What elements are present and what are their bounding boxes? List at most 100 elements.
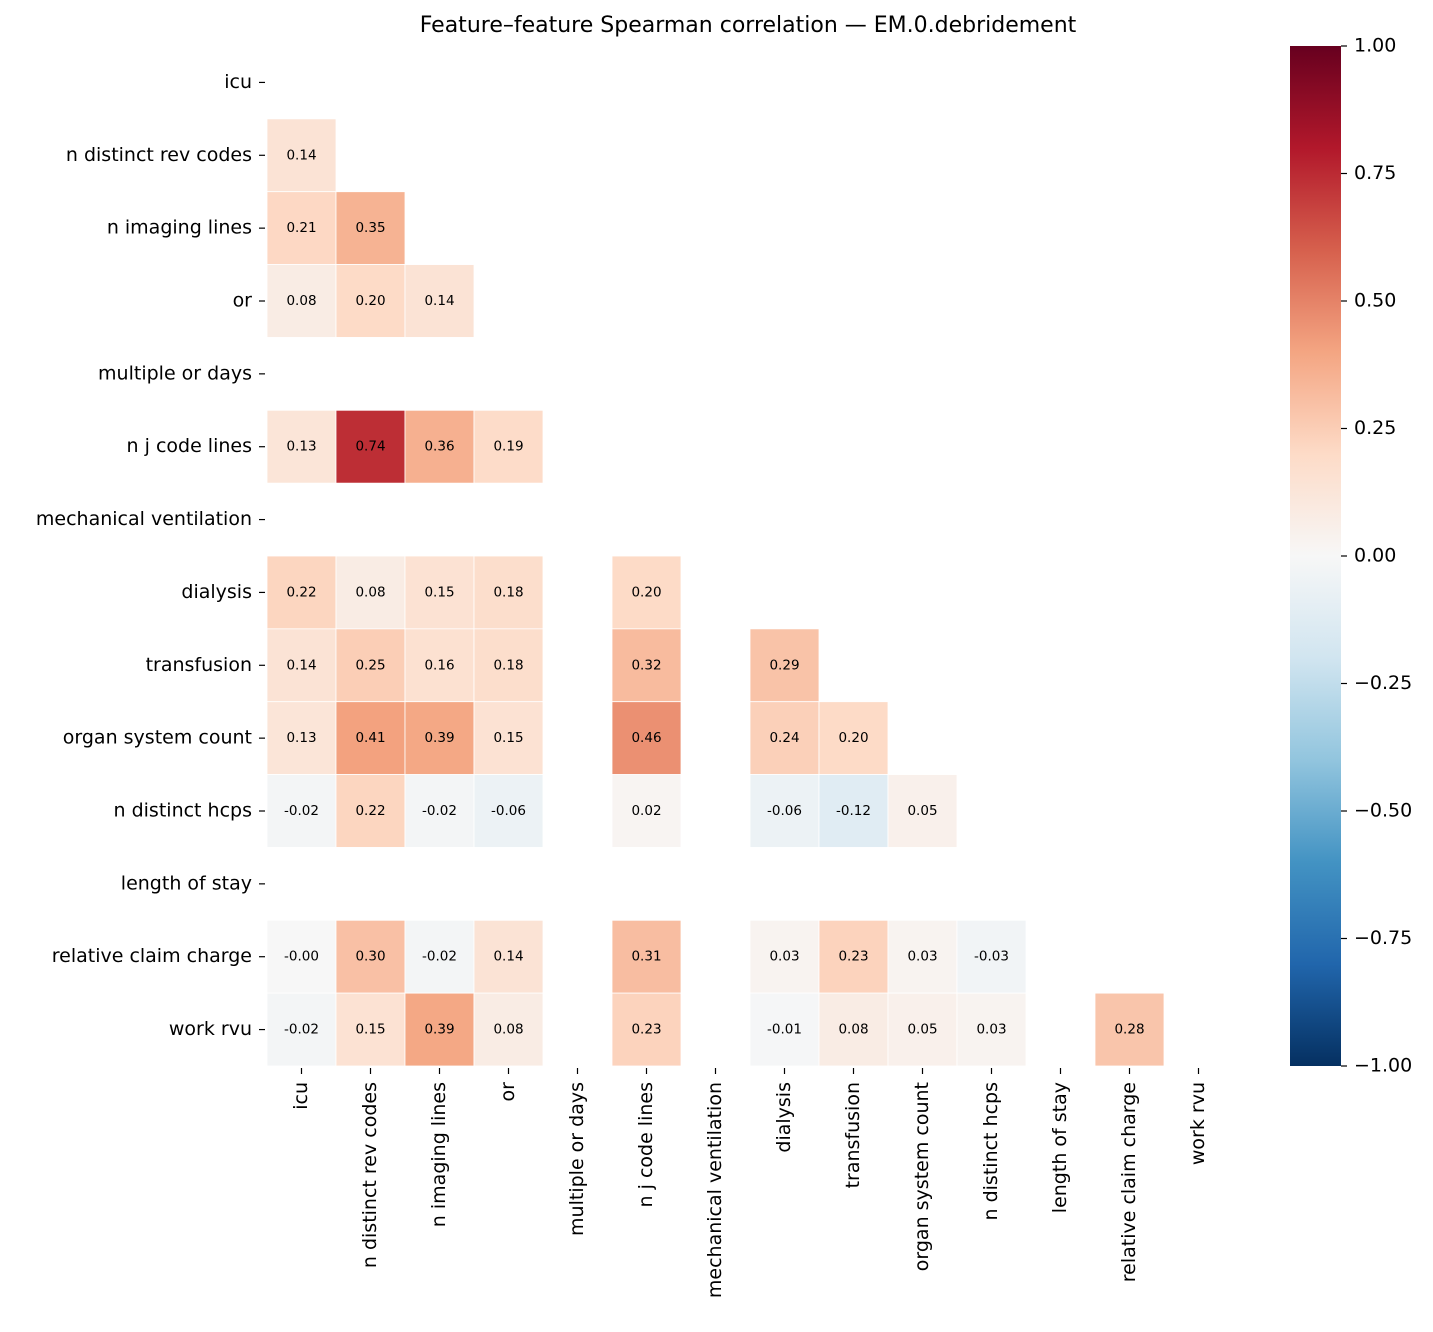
cell-label: 0.21 <box>286 220 316 236</box>
y-tick-label: n distinct rev codes <box>66 144 252 166</box>
heatmap-cell <box>956 919 1027 994</box>
heatmap-cell <box>335 992 406 1067</box>
cell-label: -0.06 <box>767 803 802 819</box>
cell-label: 0.30 <box>355 949 385 965</box>
heatmap-cell <box>473 628 544 703</box>
cell-label: 0.18 <box>493 657 523 673</box>
heatmap-cell <box>335 191 406 265</box>
y-tick-label: n j code lines <box>127 435 252 457</box>
x-tick-label: multiple or days <box>566 1082 588 1236</box>
colorbar <box>1290 46 1341 1066</box>
cell-label: 0.39 <box>424 1022 454 1038</box>
heatmap-cell <box>611 555 682 630</box>
colorbar-tick-label: 0.00 <box>1354 545 1396 567</box>
cell-label: 0.28 <box>1114 1022 1144 1038</box>
cell-label: 0.08 <box>838 1022 868 1038</box>
cell-label: 0.03 <box>907 949 937 965</box>
cell-label: -0.02 <box>422 949 457 965</box>
cell-label: 0.20 <box>631 584 661 600</box>
cell-label: 0.22 <box>286 584 316 600</box>
heatmap-cell <box>335 264 406 338</box>
y-tick-label: dialysis <box>181 581 252 603</box>
heatmap-cell <box>818 774 889 848</box>
x-tick-label: or <box>497 1082 519 1102</box>
cell-label: 0.41 <box>355 730 385 746</box>
colorbar-tick-label: 0.25 <box>1354 417 1396 439</box>
cell-label: 0.31 <box>631 949 661 965</box>
heatmap-cell <box>266 264 337 338</box>
colorbar-tick-label: 0.75 <box>1354 162 1396 184</box>
cell-label: 0.19 <box>493 439 523 455</box>
colorbar-tick-label: −1.00 <box>1354 1055 1412 1077</box>
y-tick-label: length of stay <box>121 872 252 894</box>
cell-label: 0.16 <box>424 657 454 673</box>
cell-label: 0.13 <box>286 730 316 746</box>
heatmap-cell <box>335 919 406 994</box>
heatmap-cell <box>404 628 475 703</box>
cell-label: 0.36 <box>424 439 454 455</box>
colorbar-tick-label: 0.50 <box>1354 290 1396 312</box>
cell-label: 0.23 <box>838 949 868 965</box>
y-tick-label: organ system count <box>63 727 252 749</box>
cell-label: 0.29 <box>769 657 799 673</box>
heatmap-cell <box>266 919 337 994</box>
cell-label: 0.08 <box>355 584 385 600</box>
cell-label: 0.03 <box>976 1022 1006 1038</box>
y-tick-label: work rvu <box>169 1018 252 1040</box>
heatmap-cell <box>473 555 544 630</box>
cell-label: 0.22 <box>355 803 385 819</box>
y-tick-label: icu <box>224 71 252 93</box>
cell-label: 0.35 <box>355 220 385 236</box>
heatmap-cell <box>887 992 958 1067</box>
cell-label: 0.24 <box>769 730 799 746</box>
cell-label: -0.06 <box>491 803 526 819</box>
x-tick-label: transfusion <box>842 1082 864 1188</box>
cell-label: 0.20 <box>838 730 868 746</box>
cell-label: 0.05 <box>907 1022 937 1038</box>
heatmap-cell <box>266 409 337 484</box>
y-tick-label: multiple or days <box>98 362 252 384</box>
heatmap-cell <box>611 701 682 775</box>
heatmap-cell <box>473 409 544 484</box>
cell-label: -0.03 <box>974 949 1009 965</box>
x-tick-label: relative claim charge <box>1118 1082 1140 1282</box>
heatmap-cell <box>887 774 958 848</box>
cell-label: -0.01 <box>767 1022 802 1038</box>
heatmap-cell <box>818 919 889 994</box>
y-tick-label: n imaging lines <box>107 217 252 239</box>
heatmap-cell <box>956 992 1027 1067</box>
x-tick-label: icu <box>290 1082 312 1110</box>
heatmap-cell <box>1094 992 1165 1067</box>
cell-label: 0.14 <box>424 293 454 309</box>
heatmap-cell <box>404 992 475 1067</box>
heatmap-cell <box>749 774 820 848</box>
heatmap-cell <box>818 701 889 775</box>
heatmap-cell <box>266 701 337 775</box>
heatmap-cell <box>749 919 820 994</box>
cell-label: 0.15 <box>355 1022 385 1038</box>
heatmap-cell <box>335 409 406 484</box>
cell-label: -0.02 <box>284 1022 319 1038</box>
heatmap-cell <box>473 992 544 1067</box>
x-tick-label: length of stay <box>1049 1082 1071 1213</box>
cell-label: 0.14 <box>493 949 523 965</box>
heatmap-cell <box>266 992 337 1067</box>
heatmap-cell <box>404 774 475 848</box>
cell-label: 0.18 <box>493 584 523 600</box>
heatmap-cell <box>404 409 475 484</box>
heatmap-cell <box>266 628 337 703</box>
colorbar-tick-label: −0.50 <box>1354 800 1412 822</box>
heatmap-cell <box>749 992 820 1067</box>
x-tick-label: n distinct rev codes <box>359 1082 381 1268</box>
cell-label: -0.12 <box>836 803 871 819</box>
cell-label: 0.05 <box>907 803 937 819</box>
cell-label: 0.15 <box>424 584 454 600</box>
cell-label: 0.23 <box>631 1022 661 1038</box>
y-tick-label: or <box>233 290 253 312</box>
chart-title: Feature–feature Spearman correlation — E… <box>420 13 1077 38</box>
x-tick-label: dialysis <box>773 1082 795 1153</box>
x-tick-label: n j code lines <box>635 1082 657 1207</box>
cell-label: -0.00 <box>284 949 319 965</box>
cell-label: 0.02 <box>631 803 661 819</box>
